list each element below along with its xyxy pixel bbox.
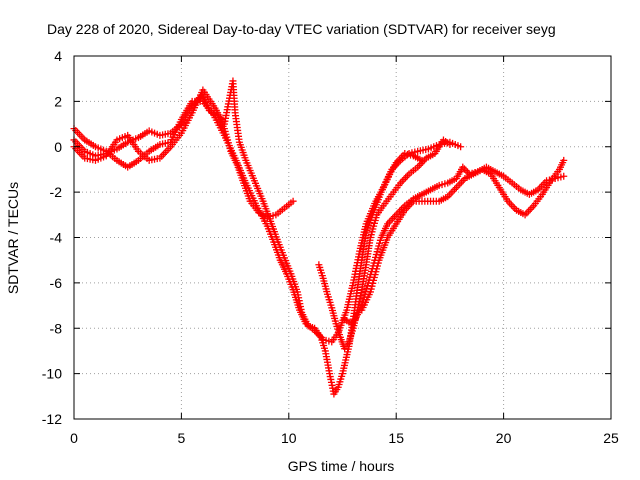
- y-tick-label: 0: [54, 139, 62, 155]
- x-tick-label: 5: [178, 430, 186, 446]
- data-point: [462, 167, 470, 175]
- y-axis-title: SDTVAR / TECUs: [5, 182, 21, 294]
- y-tick-label: -6: [50, 275, 63, 291]
- data-point: [446, 140, 454, 148]
- data-point: [289, 197, 297, 205]
- y-tick-label: -4: [50, 230, 63, 246]
- x-axis-title: GPS time / hours: [288, 458, 395, 474]
- x-tick-label: 25: [603, 430, 619, 446]
- x-tick-label: 0: [70, 430, 78, 446]
- axis-ticks: [73, 55, 612, 420]
- data-point: [457, 143, 465, 151]
- data-point: [350, 317, 358, 325]
- x-tick-label: 10: [281, 430, 297, 446]
- y-tick-labels: -12 -10 -8 -6 -4 -2 0 2 4: [42, 48, 62, 427]
- x-tick-label: 20: [496, 430, 512, 446]
- y-tick-label: -12: [42, 411, 62, 427]
- y-tick-label: 4: [54, 48, 62, 64]
- y-tick-label: -10: [42, 366, 62, 382]
- grid: [74, 56, 611, 419]
- x-tick-label: 15: [388, 430, 404, 446]
- y-tick-label: -2: [50, 184, 63, 200]
- y-tick-label: -8: [50, 320, 63, 336]
- data-marks: [70, 77, 568, 398]
- y-tick-label: 2: [54, 93, 62, 109]
- x-tick-labels: 0 5 10 15 20 25: [70, 430, 619, 446]
- data-point: [560, 156, 568, 164]
- chart-title: Day 228 of 2020, Sidereal Day-to-day VTE…: [47, 21, 556, 37]
- data-point: [560, 172, 568, 180]
